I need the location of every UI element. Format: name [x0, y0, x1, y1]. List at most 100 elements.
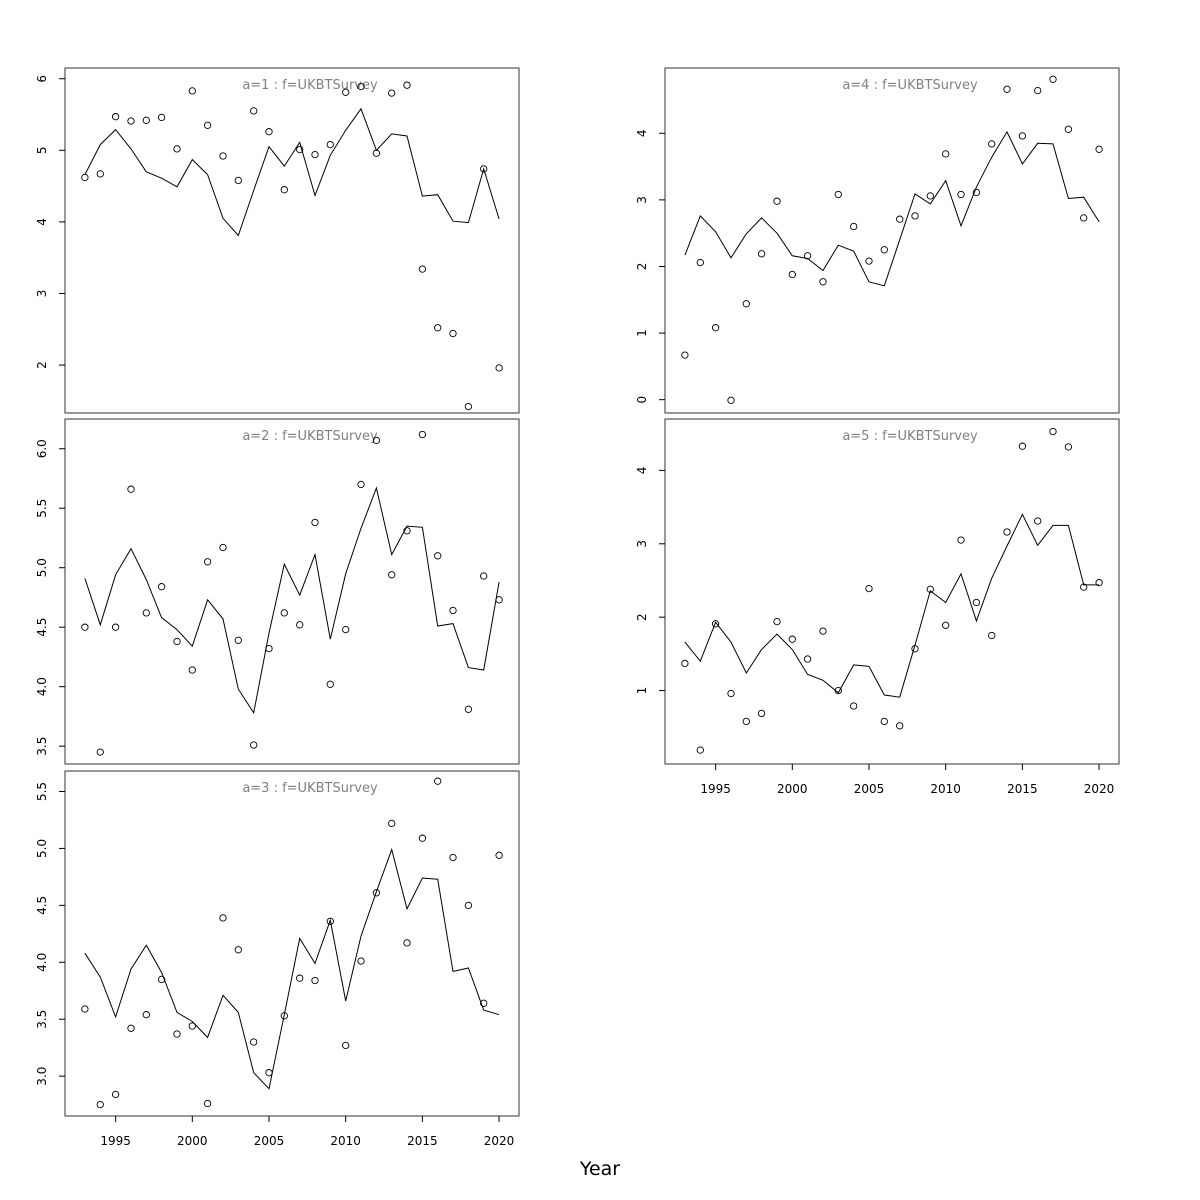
panel-3-observed-point [280, 1012, 288, 1020]
panel-4-observed-point [957, 190, 965, 199]
panel-1-observed-point [219, 152, 227, 160]
panel-4-observed-point [757, 250, 766, 258]
panel-2-observed-point [449, 606, 457, 615]
panel-5-x-tick-label: 2015 [1007, 782, 1038, 796]
panel-4-observed-point [911, 212, 919, 220]
panel-4-observed-point [711, 324, 720, 332]
panel-1-observed-point [449, 329, 457, 338]
panel-3-observed-point [326, 917, 334, 925]
panel-3-x-tick-label: 1995 [100, 1134, 131, 1148]
panel-2-observed-point [495, 596, 503, 604]
panel-2-y-tick-label: 4.5 [35, 618, 49, 637]
panel-3-y-tick-label: 5.5 [35, 782, 49, 801]
panel-3-y-tick-label: 4.5 [35, 896, 49, 915]
panel-5-observed-point [834, 686, 842, 695]
panel-2-title: a=2 : f=UKBTSurvey [242, 429, 378, 444]
panel-5-observed-point [1064, 443, 1073, 451]
panel-3-observed-point [234, 946, 242, 954]
panel-4-observed-point [896, 215, 904, 223]
panel-2-observed-point [81, 623, 89, 631]
panel-2-observed-point [372, 436, 381, 445]
panel-5-y-tick-label: 3 [635, 540, 649, 548]
panel-5-observed-point [727, 689, 735, 698]
panel-1-observed-point [326, 140, 334, 149]
panel-4-fitted-line [684, 130, 1100, 287]
panel-5-observed-point [850, 702, 858, 710]
panel-3-observed-point [173, 1030, 181, 1038]
panel-2-y-tick-label: 4.0 [35, 677, 49, 696]
panel-3-title: a=3 : f=UKBTSurvey [242, 781, 378, 796]
panel-3-observed-point [142, 1011, 150, 1019]
panel-1-y-tick-label: 2 [35, 361, 49, 369]
panel-5-observed-point [819, 627, 827, 635]
panel-1-observed-point [418, 265, 427, 273]
panel-5-observed-point [911, 645, 919, 653]
panel-4-y-tick-label: 1 [635, 329, 649, 337]
panel-5-observed-point [773, 617, 781, 626]
panel-1-observed-point [311, 150, 319, 159]
panel-2-y-tick-label: 5.0 [35, 558, 49, 577]
panel-4-observed-point [696, 258, 704, 267]
panel-1-observed-point [188, 87, 196, 95]
panel-3-observed-point [81, 1005, 89, 1013]
panel-4-observed-point [681, 351, 689, 359]
panel-2-observed-point [418, 430, 427, 439]
panel-4-observed-point [988, 140, 996, 148]
panel-4-observed-point [972, 188, 981, 197]
panel-2-y-tick-label: 3.5 [35, 737, 49, 756]
panel-3-y-tick-label: 3.0 [35, 1067, 49, 1086]
panel-3-observed-point [157, 975, 166, 984]
panel-5-y-tick-label: 2 [635, 613, 649, 621]
panel-4-y-tick-label: 2 [635, 263, 649, 271]
panel-2-observed-point [464, 705, 473, 713]
panel-2-observed-point [96, 748, 104, 756]
panel-5-title: a=5 : f=UKBTSurvey [842, 429, 978, 444]
panel-5-observed-point [788, 635, 796, 643]
panel-5-observed-point [681, 659, 689, 668]
panel-3-x-tick-label: 2005 [254, 1134, 285, 1148]
panel-5-observed-point [803, 655, 812, 663]
panel-5-observed-point [711, 620, 720, 628]
panel-4-observed-point [803, 252, 812, 260]
panel-4-observed-point [819, 278, 827, 286]
panel-2-observed-point [280, 609, 288, 617]
panel-2-observed-point [250, 741, 258, 749]
panel-4-y-tick-label: 4 [635, 129, 649, 137]
panel-2-frame [64, 418, 520, 765]
panel-3-y-tick-label: 5.0 [35, 839, 49, 858]
panel-4-observed-point [1064, 125, 1073, 133]
panel-5-frame [664, 418, 1120, 765]
panel-3-x-tick-label: 2015 [407, 1134, 438, 1148]
panel-3-observed-point [464, 901, 473, 910]
panel-1-y-tick-label: 4 [35, 218, 49, 226]
panel-2-observed-point [234, 636, 242, 644]
panel-1-observed-point [111, 113, 120, 121]
panel-1-observed-point [388, 89, 396, 97]
panel-3-observed-point [250, 1038, 258, 1046]
panel-4-observed-point [742, 300, 750, 308]
panel-4-observed-point [1049, 75, 1057, 83]
panel-4-observed-point [773, 197, 781, 205]
panel-5-y-tick-label: 1 [635, 687, 649, 695]
panel-3-x-tick-label: 2000 [177, 1134, 208, 1148]
panel-4-title: a=4 : f=UKBTSurvey [842, 78, 978, 93]
panel-1-observed-point [372, 149, 381, 157]
panel-1-observed-point [173, 145, 181, 153]
panel-1-observed-point [480, 165, 488, 173]
panel-2-observed-point [203, 558, 212, 566]
panel-2-observed-point [265, 644, 273, 653]
panel-2-y-tick-label: 5.5 [35, 499, 49, 518]
panel-3-observed-point [127, 1024, 135, 1032]
panel-4-observed-point [727, 396, 735, 404]
panel-5-x-tick-label: 1995 [700, 782, 731, 796]
panel-4-observed-point [942, 150, 950, 158]
panel-2-observed-point [357, 480, 365, 489]
panel-4-y-tick-label: 3 [635, 196, 649, 204]
panel-3-fitted-line [84, 847, 500, 1090]
panel-3-observed-point [480, 999, 488, 1007]
panel-4-frame [664, 67, 1120, 414]
panel-2-observed-point [434, 552, 442, 560]
panel-5-y-tick-label: 4 [635, 467, 649, 475]
panel-1-y-tick-label: 5 [35, 146, 49, 154]
panel-5-observed-point [1018, 442, 1027, 450]
